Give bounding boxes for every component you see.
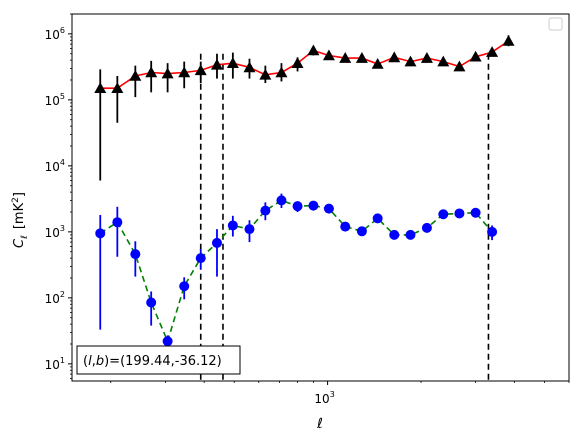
- circle-marker: [146, 297, 157, 308]
- circle-marker: [211, 237, 222, 248]
- circle-marker: [162, 336, 173, 347]
- circle-marker: [179, 281, 190, 292]
- y-tick-label: 103: [45, 224, 65, 240]
- triangle-marker: [291, 57, 304, 68]
- circle-marker: [276, 195, 287, 206]
- circle-marker: [356, 226, 367, 237]
- circle-marker: [487, 226, 498, 237]
- triangle-marker: [94, 82, 107, 94]
- circle-marker: [454, 208, 465, 219]
- x-axis-ticks: 103: [110, 381, 570, 406]
- triangle-marker: [145, 66, 158, 78]
- triangle-marker: [226, 57, 239, 68]
- plot-frame: [71, 13, 570, 382]
- triangle-marker: [404, 55, 417, 67]
- vertical-reference-lines: [199, 53, 490, 381]
- x-tick-label: 103: [314, 390, 334, 406]
- triangle-marker: [111, 82, 124, 94]
- circle-marker: [405, 229, 416, 240]
- circle-marker: [323, 203, 334, 214]
- circle-marker: [421, 222, 432, 233]
- y-tick-label: 101: [45, 356, 65, 372]
- triangle-marker: [371, 57, 384, 69]
- triangle-marker: [307, 44, 320, 56]
- circle-marker: [340, 221, 351, 232]
- circle-marker: [389, 229, 400, 240]
- y-axis-ticks: 101 102 103 104 105 106: [45, 13, 72, 379]
- circle-marker: [130, 249, 141, 260]
- triangle-marker: [161, 67, 174, 79]
- triangle-marker: [322, 49, 335, 61]
- circle-marker: [438, 209, 449, 220]
- triangle-marker: [355, 52, 368, 63]
- circle-marker: [292, 201, 303, 212]
- y-tick-label: 102: [45, 290, 65, 306]
- coordinate-annotation: (l,b)=(199.44,-36.12): [76, 345, 241, 375]
- legend-box: [548, 17, 563, 31]
- triangle-marker: [194, 64, 207, 76]
- triangle-marker: [339, 52, 352, 63]
- data-markers: [94, 34, 515, 347]
- triangle-marker: [178, 66, 191, 78]
- circle-marker: [244, 224, 255, 235]
- triangle-marker: [388, 51, 401, 63]
- circle-marker: [470, 207, 481, 218]
- circle-marker: [227, 220, 238, 231]
- triangle-marker: [243, 61, 256, 73]
- triangle-marker: [420, 52, 433, 63]
- x-axis-label: ℓ: [316, 416, 323, 432]
- triangle-marker: [486, 46, 499, 57]
- y-tick-label: 105: [45, 92, 65, 108]
- annotation-text: (l,b)=(199.44,-36.12): [83, 354, 222, 369]
- y-tick-label: 106: [45, 26, 65, 42]
- annotation-box: [76, 345, 241, 375]
- y-tick-label: 104: [45, 158, 65, 174]
- triangle-marker: [275, 66, 288, 78]
- y-axis-label: Cℓ[mK2]: [11, 192, 30, 248]
- triangle-marker: [437, 55, 450, 67]
- circle-marker: [372, 213, 383, 224]
- triangle-marker: [502, 34, 515, 46]
- circle-marker: [308, 200, 319, 211]
- triangle-marker: [210, 58, 223, 70]
- circle-marker: [260, 205, 271, 216]
- triangle-marker: [453, 60, 466, 72]
- circle-marker: [195, 253, 206, 264]
- triangle-marker: [469, 50, 482, 62]
- triangle-marker: [259, 68, 272, 80]
- circle-marker: [95, 228, 106, 239]
- triangle-marker: [129, 69, 142, 81]
- circle-marker: [112, 217, 123, 228]
